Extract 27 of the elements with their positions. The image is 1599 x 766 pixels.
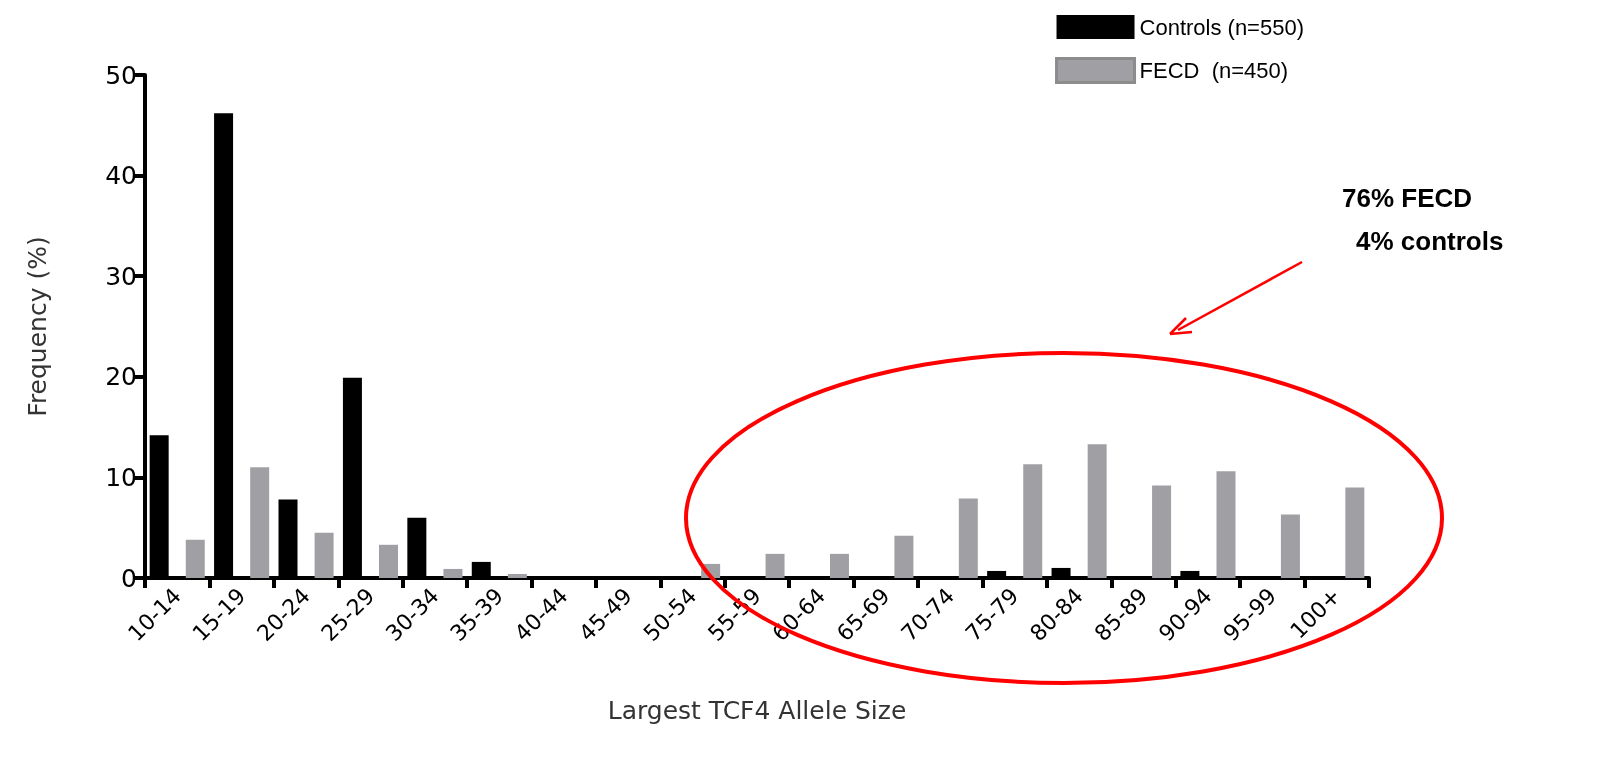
bar — [1280, 514, 1300, 578]
bar — [765, 553, 785, 578]
bar — [443, 568, 463, 578]
bar — [1216, 471, 1236, 578]
bar — [250, 467, 270, 578]
bar — [958, 498, 978, 578]
bar — [185, 539, 205, 578]
annotation: 4% controls — [1356, 226, 1504, 256]
y-tick-label: 20 — [105, 362, 137, 392]
annotation: 76% FECD — [1342, 183, 1473, 213]
y-tick-label: 10 — [105, 462, 137, 492]
bar — [1345, 487, 1365, 578]
legend-label: FECD (n=450) — [1139, 58, 1289, 83]
legend-label: Controls (n=550) — [1139, 14, 1305, 40]
y-axis-title: Frequency (%) — [23, 236, 52, 417]
bar — [1023, 464, 1043, 578]
bar — [829, 553, 849, 578]
y-tick-label: 40 — [105, 161, 137, 191]
bar — [314, 532, 334, 578]
x-axis-title: Largest TCF4 Allele Size — [607, 696, 907, 725]
bar — [507, 573, 527, 578]
bar — [1152, 485, 1172, 578]
y-tick-label: 50 — [105, 60, 137, 90]
y-tick-label: 30 — [105, 261, 137, 291]
bar — [1087, 444, 1107, 578]
bar — [379, 544, 399, 578]
bar — [894, 535, 914, 578]
